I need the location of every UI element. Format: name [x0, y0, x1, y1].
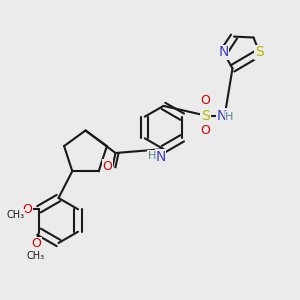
Text: H: H — [225, 112, 234, 122]
Text: O: O — [201, 94, 210, 107]
Text: N: N — [217, 109, 227, 122]
Text: O: O — [102, 160, 112, 173]
Text: CH₃: CH₃ — [27, 251, 45, 261]
Text: H: H — [148, 151, 156, 161]
Text: N: N — [155, 150, 166, 164]
Text: S: S — [201, 109, 210, 122]
Text: O: O — [201, 124, 210, 137]
Text: O: O — [31, 237, 41, 250]
Text: S: S — [255, 46, 264, 59]
Text: CH₃: CH₃ — [7, 210, 25, 220]
Text: N: N — [218, 46, 229, 59]
Text: O: O — [22, 203, 32, 216]
